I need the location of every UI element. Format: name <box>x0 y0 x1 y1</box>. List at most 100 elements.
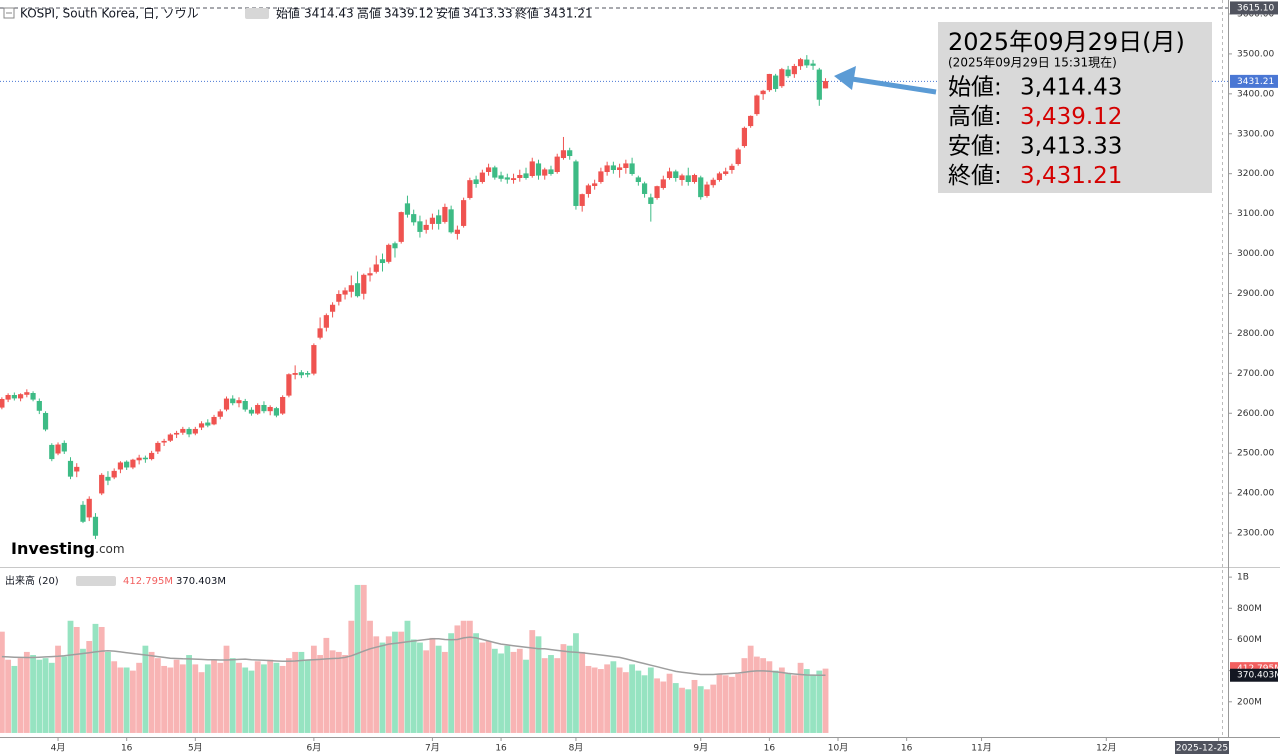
candle-body <box>198 423 205 428</box>
candle-body <box>760 90 766 95</box>
volume-bar <box>760 658 767 733</box>
y-tick-label: 2400.00 <box>1237 489 1274 499</box>
candle-body <box>404 203 411 215</box>
volume-bar <box>211 659 217 733</box>
volume-bar <box>61 656 68 733</box>
candle-body <box>211 416 217 425</box>
volume-bar <box>273 662 280 733</box>
x-tick-label: 16 <box>121 744 133 754</box>
volume-bar <box>691 679 698 733</box>
candle-body <box>267 406 273 412</box>
volume-bar <box>716 673 723 733</box>
candle-body <box>779 69 785 87</box>
y-tick-label: 3400.00 <box>1237 89 1274 99</box>
volume-bar <box>566 645 573 733</box>
volume-bar <box>80 648 86 733</box>
candle-body <box>510 178 517 180</box>
candle-body <box>454 229 460 234</box>
candle-body <box>485 167 492 172</box>
annotation-label: 高値: <box>948 104 1002 130</box>
candle-body <box>429 217 436 224</box>
candle-body <box>24 392 30 395</box>
candle-body <box>691 174 698 182</box>
candle-body <box>255 404 261 414</box>
logo: Investing.com <box>11 539 125 558</box>
candle-body <box>673 171 679 178</box>
volume-bar <box>704 689 710 733</box>
volume-bar <box>385 636 392 733</box>
volume-bar <box>342 655 348 733</box>
candle-body <box>348 285 354 292</box>
volume-bar <box>261 664 267 733</box>
volume-bar <box>379 642 386 733</box>
volume-bar <box>442 651 448 733</box>
price-tag <box>1230 74 1278 88</box>
candle-body <box>317 328 323 338</box>
candle-body <box>641 183 648 194</box>
candle-body <box>560 150 567 159</box>
candle-body <box>92 516 99 536</box>
candle-body <box>666 171 673 178</box>
candle-body <box>804 59 810 66</box>
candle-body <box>329 304 336 312</box>
volume-bar <box>729 676 735 733</box>
candle-body <box>86 498 92 518</box>
x-tick-label: 16 <box>901 744 913 754</box>
settings-icons[interactable] <box>245 8 269 19</box>
y-tick-label: 3000.00 <box>1237 249 1274 259</box>
volume-bar <box>772 670 779 733</box>
volume-bar <box>292 651 299 733</box>
candle-body <box>504 177 510 180</box>
volume-bar <box>248 670 255 733</box>
annotation-asof: (2025年09月29日 15:31現在) <box>948 56 1117 70</box>
volume-bar <box>123 667 130 733</box>
y-tick-label: 3100.00 <box>1237 209 1274 219</box>
volume-bar <box>635 670 642 733</box>
candle-body <box>554 156 560 172</box>
arrow-shaft <box>851 76 937 95</box>
volume-bar <box>516 648 523 733</box>
volume-bar <box>217 662 224 733</box>
candle-body <box>173 432 180 435</box>
candle-body <box>467 180 473 198</box>
volume-bar <box>267 659 274 733</box>
x-tick-label: 5月 <box>188 743 203 754</box>
candle-body <box>311 345 317 374</box>
x-tick-label: 10月 <box>828 743 848 754</box>
volume-bar <box>722 675 729 733</box>
y-tick-label: 3500.00 <box>1237 49 1274 59</box>
candle-body <box>367 273 373 276</box>
y-tick-label: 2900.00 <box>1237 289 1274 299</box>
volume-bar <box>423 650 430 733</box>
volume-bar <box>529 630 536 733</box>
volume-bar <box>660 681 667 733</box>
annotation-value: 3,431.21 <box>1020 163 1122 189</box>
volume-bar <box>654 678 660 733</box>
candle-body <box>623 163 629 169</box>
y-tick-label: 2600.00 <box>1237 409 1274 419</box>
candle-body <box>55 444 61 454</box>
volume-bar <box>223 645 230 733</box>
candle-body <box>336 293 342 302</box>
candle-body <box>411 214 417 223</box>
candle-body <box>461 200 467 226</box>
candle-body <box>797 59 804 67</box>
candle-body <box>305 373 311 375</box>
x-tag <box>1175 741 1229 754</box>
volume-bar <box>778 667 785 733</box>
candle-body <box>5 395 11 400</box>
candle-body <box>716 173 723 180</box>
candle-body <box>180 428 186 433</box>
volume-bar <box>23 651 30 733</box>
volume-bar <box>810 675 816 733</box>
price-tag <box>1230 1 1278 15</box>
candle-body <box>124 461 130 468</box>
volume-bar <box>354 584 361 733</box>
candle-body <box>149 452 155 460</box>
volume-settings-icons[interactable] <box>76 576 116 586</box>
candle-body <box>161 440 167 443</box>
collapse-icon[interactable] <box>3 7 15 19</box>
volume-bar <box>254 661 261 733</box>
volume-bar <box>735 673 742 733</box>
